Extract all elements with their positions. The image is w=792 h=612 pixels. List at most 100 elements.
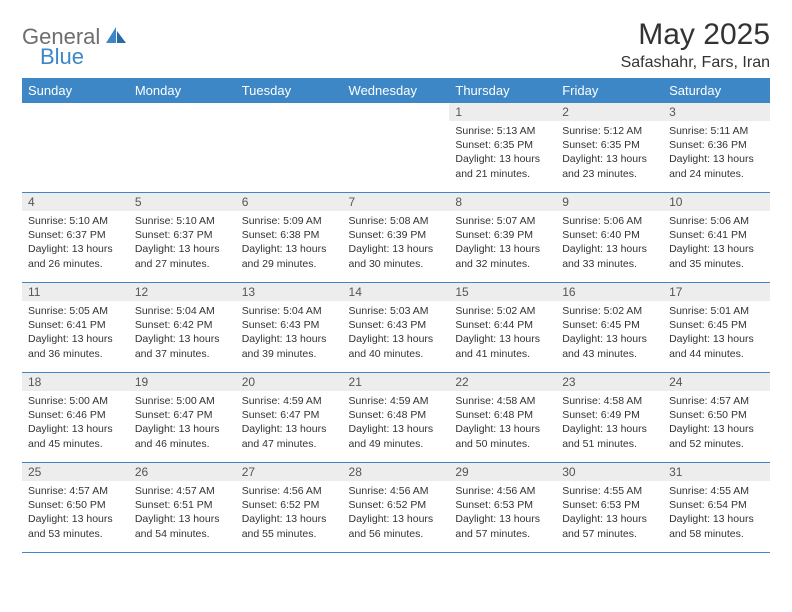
calendar-day-cell: 18Sunrise: 5:00 AMSunset: 6:46 PMDayligh… <box>22 373 129 463</box>
day-details: Sunrise: 5:06 AMSunset: 6:40 PMDaylight:… <box>556 211 663 275</box>
day-number: 16 <box>556 283 663 301</box>
day-details: Sunrise: 5:11 AMSunset: 6:36 PMDaylight:… <box>663 121 770 185</box>
calendar-day-cell: 15Sunrise: 5:02 AMSunset: 6:44 PMDayligh… <box>449 283 556 373</box>
day-number: 13 <box>236 283 343 301</box>
day-details: Sunrise: 4:57 AMSunset: 6:51 PMDaylight:… <box>129 481 236 545</box>
day-number: 15 <box>449 283 556 301</box>
day-details: Sunrise: 4:56 AMSunset: 6:53 PMDaylight:… <box>449 481 556 545</box>
day-number: 23 <box>556 373 663 391</box>
day-number: 22 <box>449 373 556 391</box>
calendar-day-cell: 27Sunrise: 4:56 AMSunset: 6:52 PMDayligh… <box>236 463 343 553</box>
calendar-day-cell: 25Sunrise: 4:57 AMSunset: 6:50 PMDayligh… <box>22 463 129 553</box>
day-number: 30 <box>556 463 663 481</box>
day-header: Thursday <box>449 79 556 103</box>
day-number: 28 <box>343 463 450 481</box>
calendar-day-cell: 4Sunrise: 5:10 AMSunset: 6:37 PMDaylight… <box>22 193 129 283</box>
calendar-day-cell: 7Sunrise: 5:08 AMSunset: 6:39 PMDaylight… <box>343 193 450 283</box>
calendar-day-cell: 6Sunrise: 5:09 AMSunset: 6:38 PMDaylight… <box>236 193 343 283</box>
day-details: Sunrise: 5:02 AMSunset: 6:45 PMDaylight:… <box>556 301 663 365</box>
calendar-day-cell: 13Sunrise: 5:04 AMSunset: 6:43 PMDayligh… <box>236 283 343 373</box>
day-details: Sunrise: 5:01 AMSunset: 6:45 PMDaylight:… <box>663 301 770 365</box>
logo-text-blue: Blue <box>40 44 84 69</box>
calendar-day-cell: 30Sunrise: 4:55 AMSunset: 6:53 PMDayligh… <box>556 463 663 553</box>
day-details: Sunrise: 5:05 AMSunset: 6:41 PMDaylight:… <box>22 301 129 365</box>
day-details: Sunrise: 4:58 AMSunset: 6:48 PMDaylight:… <box>449 391 556 455</box>
calendar-day-cell: 19Sunrise: 5:00 AMSunset: 6:47 PMDayligh… <box>129 373 236 463</box>
day-number: 8 <box>449 193 556 211</box>
calendar-day-cell: 14Sunrise: 5:03 AMSunset: 6:43 PMDayligh… <box>343 283 450 373</box>
day-number: 5 <box>129 193 236 211</box>
calendar-day-cell: 5Sunrise: 5:10 AMSunset: 6:37 PMDaylight… <box>129 193 236 283</box>
header: General May 2025 Safashahr, Fars, Iran <box>22 18 770 72</box>
day-number: 29 <box>449 463 556 481</box>
month-title: May 2025 <box>621 18 770 52</box>
day-details: Sunrise: 5:00 AMSunset: 6:46 PMDaylight:… <box>22 391 129 455</box>
day-details: Sunrise: 4:59 AMSunset: 6:48 PMDaylight:… <box>343 391 450 455</box>
logo-sail-icon <box>104 25 128 50</box>
calendar-day-cell: 22Sunrise: 4:58 AMSunset: 6:48 PMDayligh… <box>449 373 556 463</box>
day-number: 4 <box>22 193 129 211</box>
calendar-day-cell: .. <box>22 103 129 193</box>
day-header-row: SundayMondayTuesdayWednesdayThursdayFrid… <box>22 79 770 103</box>
day-number: 11 <box>22 283 129 301</box>
calendar-day-cell: 16Sunrise: 5:02 AMSunset: 6:45 PMDayligh… <box>556 283 663 373</box>
day-details: Sunrise: 4:56 AMSunset: 6:52 PMDaylight:… <box>236 481 343 545</box>
day-details: Sunrise: 4:55 AMSunset: 6:54 PMDaylight:… <box>663 481 770 545</box>
location: Safashahr, Fars, Iran <box>621 54 770 72</box>
day-number: 27 <box>236 463 343 481</box>
day-number: 2 <box>556 103 663 121</box>
calendar-day-cell: 8Sunrise: 5:07 AMSunset: 6:39 PMDaylight… <box>449 193 556 283</box>
day-details: Sunrise: 5:10 AMSunset: 6:37 PMDaylight:… <box>22 211 129 275</box>
calendar-day-cell: 26Sunrise: 4:57 AMSunset: 6:51 PMDayligh… <box>129 463 236 553</box>
calendar-day-cell: 29Sunrise: 4:56 AMSunset: 6:53 PMDayligh… <box>449 463 556 553</box>
calendar-day-cell: 28Sunrise: 4:56 AMSunset: 6:52 PMDayligh… <box>343 463 450 553</box>
day-header: Tuesday <box>236 79 343 103</box>
calendar-week-row: 18Sunrise: 5:00 AMSunset: 6:46 PMDayligh… <box>22 373 770 463</box>
calendar-day-cell: 9Sunrise: 5:06 AMSunset: 6:40 PMDaylight… <box>556 193 663 283</box>
day-details: Sunrise: 5:09 AMSunset: 6:38 PMDaylight:… <box>236 211 343 275</box>
calendar-week-row: 4Sunrise: 5:10 AMSunset: 6:37 PMDaylight… <box>22 193 770 283</box>
calendar-day-cell: 12Sunrise: 5:04 AMSunset: 6:42 PMDayligh… <box>129 283 236 373</box>
day-header: Wednesday <box>343 79 450 103</box>
calendar-day-cell: .. <box>343 103 450 193</box>
calendar-week-row: 11Sunrise: 5:05 AMSunset: 6:41 PMDayligh… <box>22 283 770 373</box>
calendar-table: SundayMondayTuesdayWednesdayThursdayFrid… <box>22 78 770 553</box>
day-number: 10 <box>663 193 770 211</box>
calendar-day-cell: 23Sunrise: 4:58 AMSunset: 6:49 PMDayligh… <box>556 373 663 463</box>
day-header: Monday <box>129 79 236 103</box>
day-details: Sunrise: 5:13 AMSunset: 6:35 PMDaylight:… <box>449 121 556 185</box>
day-header: Sunday <box>22 79 129 103</box>
calendar-day-cell: 24Sunrise: 4:57 AMSunset: 6:50 PMDayligh… <box>663 373 770 463</box>
calendar-day-cell: 3Sunrise: 5:11 AMSunset: 6:36 PMDaylight… <box>663 103 770 193</box>
day-header: Friday <box>556 79 663 103</box>
day-number: 14 <box>343 283 450 301</box>
day-details: Sunrise: 5:04 AMSunset: 6:43 PMDaylight:… <box>236 301 343 365</box>
day-details: Sunrise: 5:00 AMSunset: 6:47 PMDaylight:… <box>129 391 236 455</box>
day-number: 24 <box>663 373 770 391</box>
calendar-day-cell: 31Sunrise: 4:55 AMSunset: 6:54 PMDayligh… <box>663 463 770 553</box>
day-details: Sunrise: 5:12 AMSunset: 6:35 PMDaylight:… <box>556 121 663 185</box>
day-number: 20 <box>236 373 343 391</box>
day-details: Sunrise: 4:56 AMSunset: 6:52 PMDaylight:… <box>343 481 450 545</box>
day-number: 19 <box>129 373 236 391</box>
day-number: 18 <box>22 373 129 391</box>
day-number: 21 <box>343 373 450 391</box>
calendar-day-cell: 2Sunrise: 5:12 AMSunset: 6:35 PMDaylight… <box>556 103 663 193</box>
day-details: Sunrise: 5:03 AMSunset: 6:43 PMDaylight:… <box>343 301 450 365</box>
day-number: 26 <box>129 463 236 481</box>
day-details: Sunrise: 5:04 AMSunset: 6:42 PMDaylight:… <box>129 301 236 365</box>
day-number: 3 <box>663 103 770 121</box>
day-details: Sunrise: 4:58 AMSunset: 6:49 PMDaylight:… <box>556 391 663 455</box>
day-number: 9 <box>556 193 663 211</box>
day-details: Sunrise: 4:55 AMSunset: 6:53 PMDaylight:… <box>556 481 663 545</box>
day-header: Saturday <box>663 79 770 103</box>
calendar-day-cell: .. <box>129 103 236 193</box>
day-details: Sunrise: 5:02 AMSunset: 6:44 PMDaylight:… <box>449 301 556 365</box>
day-details: Sunrise: 4:57 AMSunset: 6:50 PMDaylight:… <box>22 481 129 545</box>
day-number: 25 <box>22 463 129 481</box>
day-number: 12 <box>129 283 236 301</box>
calendar-day-cell: .. <box>236 103 343 193</box>
day-details: Sunrise: 5:06 AMSunset: 6:41 PMDaylight:… <box>663 211 770 275</box>
day-number: 31 <box>663 463 770 481</box>
calendar-day-cell: 20Sunrise: 4:59 AMSunset: 6:47 PMDayligh… <box>236 373 343 463</box>
